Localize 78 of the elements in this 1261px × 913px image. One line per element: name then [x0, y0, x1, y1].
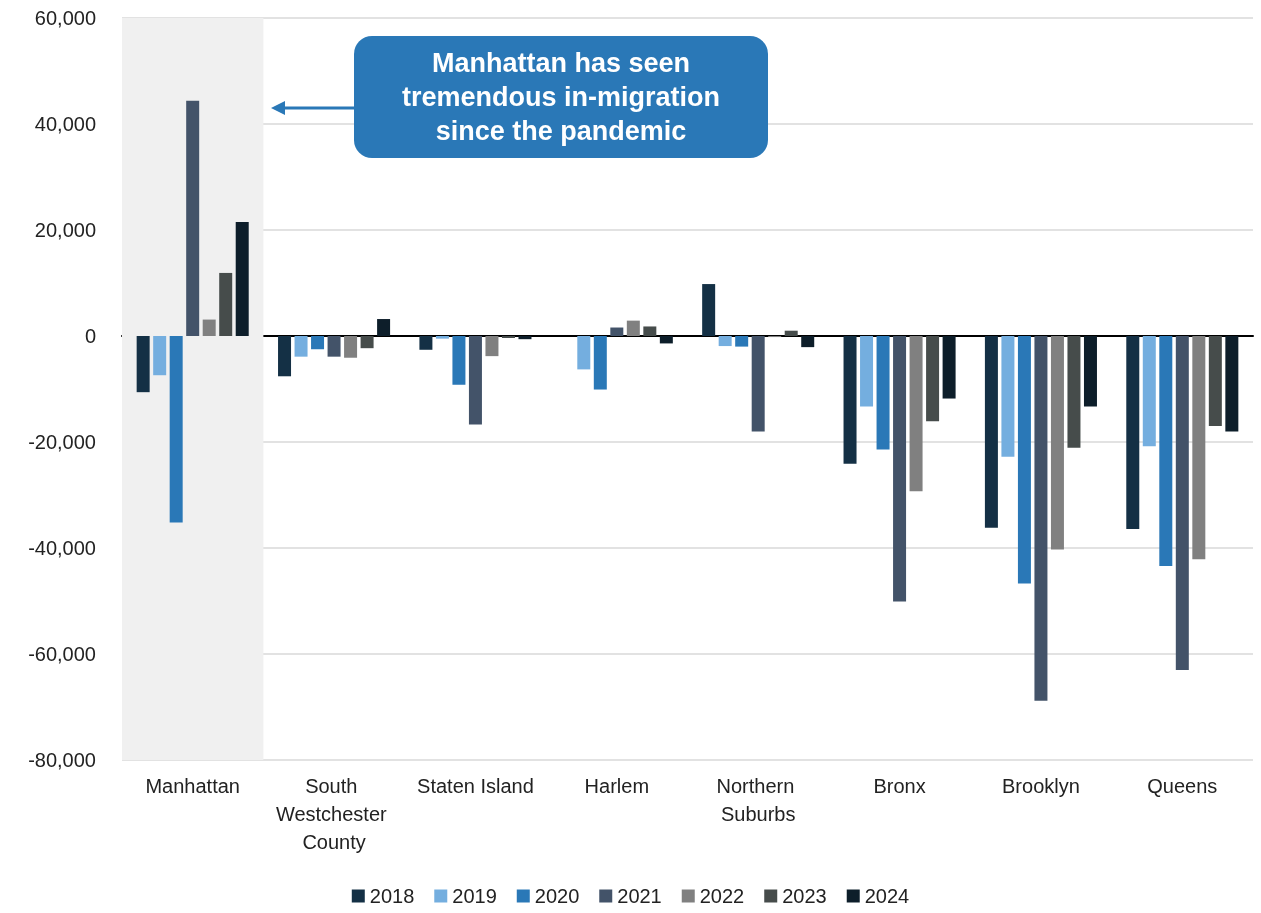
- bar: [1192, 336, 1206, 560]
- bar: [235, 222, 249, 336]
- bar: [626, 320, 640, 336]
- y-tick-label: -20,000: [28, 431, 96, 453]
- bar: [360, 336, 374, 349]
- bar: [751, 336, 765, 432]
- x-tick-label: Brooklyn: [1002, 775, 1080, 797]
- bar: [1126, 336, 1140, 529]
- legend-label: 2019: [452, 885, 497, 907]
- legend-label: 2021: [617, 885, 662, 907]
- bar: [202, 319, 216, 336]
- bar: [452, 336, 466, 385]
- bar: [1034, 336, 1048, 701]
- y-tick-label: -60,000: [28, 643, 96, 665]
- bar: [610, 327, 624, 336]
- x-tick-label: Manhattan: [145, 775, 240, 797]
- x-tick-label: Harlem: [584, 775, 650, 797]
- bar: [643, 326, 657, 336]
- bar: [784, 330, 798, 336]
- bar: [153, 336, 167, 376]
- bar: [1159, 336, 1173, 567]
- bar: [1067, 336, 1081, 448]
- bar: [1050, 336, 1064, 550]
- y-tick-label: -40,000: [28, 537, 96, 559]
- bar: [860, 336, 874, 407]
- bar: [801, 336, 815, 348]
- bar: [1225, 336, 1239, 432]
- bar: [735, 336, 749, 347]
- legend-label: 2022: [699, 885, 745, 907]
- bar: [659, 336, 673, 344]
- bar: [294, 336, 308, 357]
- bar: [518, 336, 532, 340]
- bar: [909, 336, 923, 492]
- y-tick-label: 40,000: [34, 113, 96, 135]
- bar: [593, 336, 607, 390]
- legend-label: 2020: [534, 885, 580, 907]
- bar: [219, 272, 233, 336]
- bar: [893, 336, 907, 602]
- bar: [377, 319, 391, 336]
- x-tick-label: Staten Island: [417, 775, 534, 797]
- legend-label: 2024: [864, 885, 910, 907]
- bar: [718, 336, 732, 347]
- bar: [501, 336, 515, 339]
- bar: [702, 284, 716, 336]
- bar: [468, 336, 482, 425]
- bar: [1083, 336, 1097, 407]
- x-tick-label: South Westchester County: [275, 775, 393, 853]
- bar: [169, 336, 183, 523]
- x-tick-label: Northern Suburbs: [716, 775, 800, 825]
- legend-label: 2018: [369, 885, 415, 907]
- bar: [1208, 336, 1222, 427]
- y-tick-label: 20,000: [34, 219, 96, 241]
- y-tick-label: 0: [84, 325, 96, 347]
- x-tick-label: Queens: [1147, 775, 1218, 797]
- callout-box: Manhattan has seen tremendous in-migration since the pandemic: [354, 36, 768, 158]
- bar: [843, 336, 857, 464]
- bar: [1017, 336, 1031, 584]
- bar: [876, 336, 890, 450]
- bar: [485, 336, 499, 357]
- bar: [926, 336, 940, 422]
- bar: [984, 336, 998, 528]
- bar: [1175, 336, 1189, 670]
- bar: [311, 336, 325, 350]
- legend-label: 2023: [782, 885, 827, 907]
- bar: [1001, 336, 1015, 457]
- x-tick-label: Bronx: [873, 775, 926, 797]
- bar: [435, 336, 449, 339]
- y-tick-label: 60,000: [34, 7, 96, 29]
- bar: [278, 336, 292, 377]
- bar: [577, 336, 591, 370]
- bar: [942, 336, 956, 399]
- bar: [327, 336, 341, 357]
- bar: [1142, 336, 1156, 447]
- bar: [419, 336, 433, 350]
- bar: [344, 336, 358, 358]
- bar: [186, 100, 200, 336]
- y-tick-label: -80,000: [28, 749, 96, 771]
- bar: [136, 336, 150, 393]
